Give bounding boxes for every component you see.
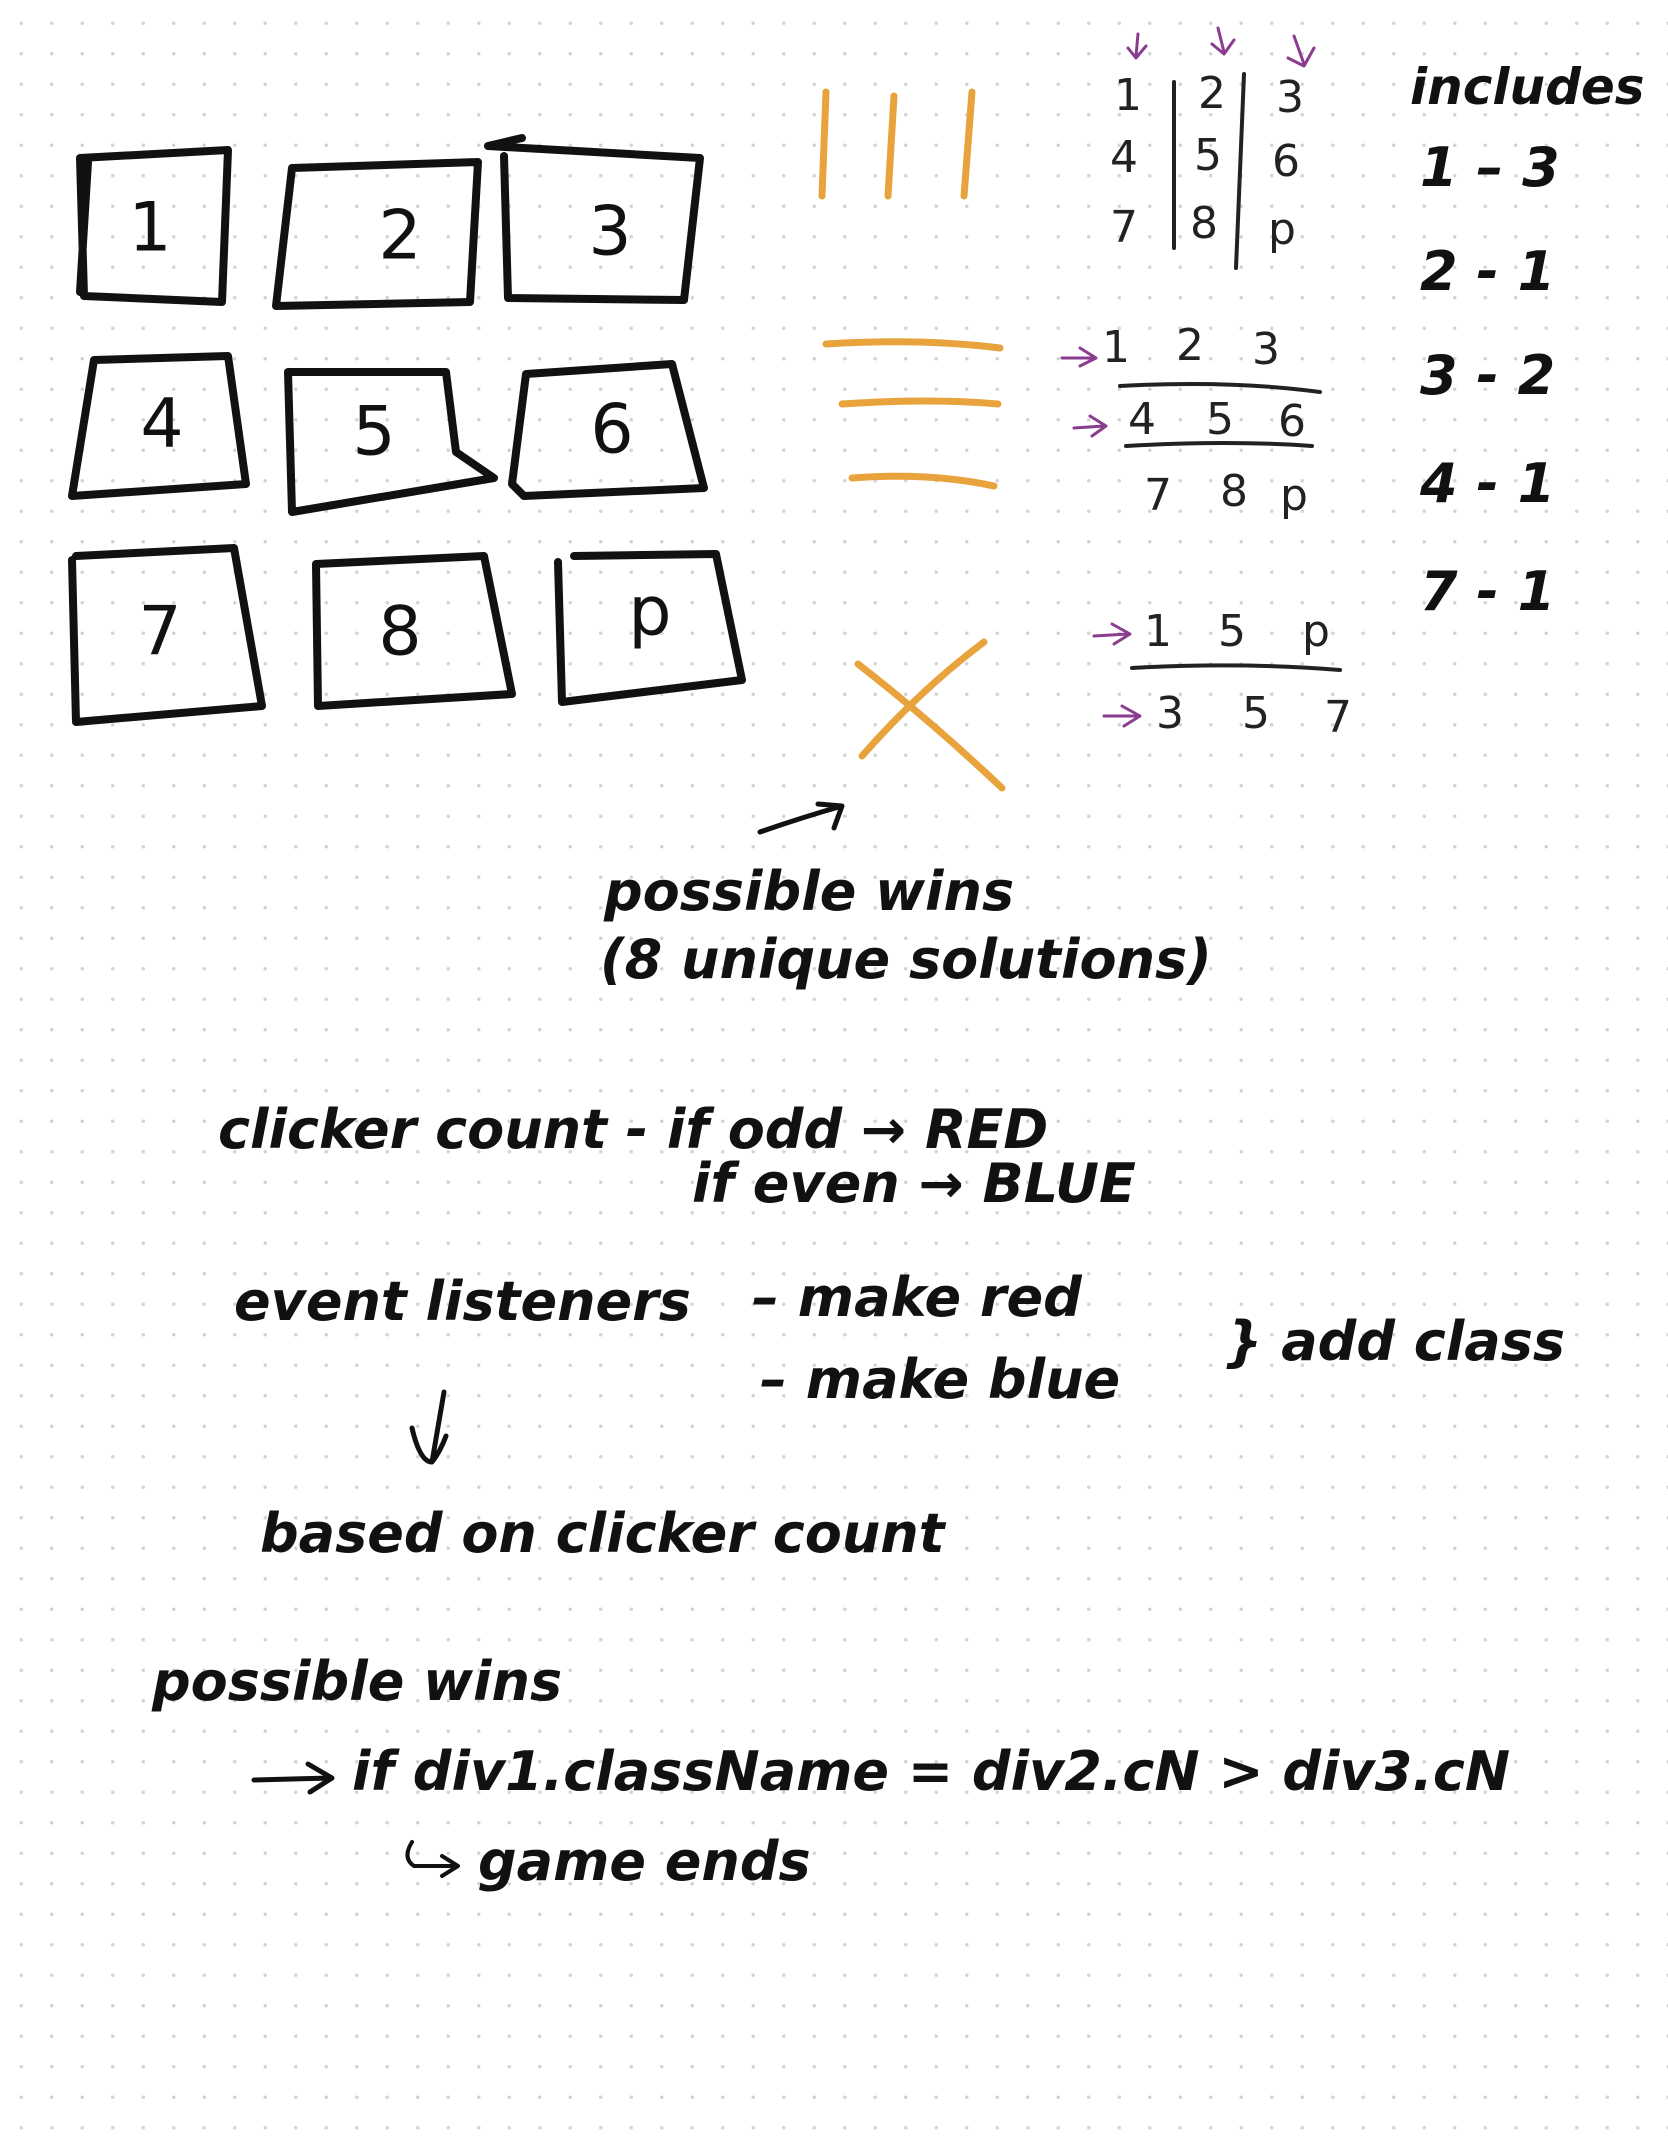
rows-example: 1 2 3 4 5 6 7 8 p xyxy=(1060,320,1322,521)
down-arrow-icon xyxy=(409,1389,449,1465)
right-arrow-icon xyxy=(1060,346,1098,368)
board-cell-label: 6 xyxy=(590,391,633,470)
diagonals-example: 1 5 p 3 5 7 xyxy=(1092,606,1352,743)
grid-number: 3 xyxy=(1252,324,1280,375)
board-cell-8[interactable] xyxy=(312,552,516,710)
board-cell-label: 4 xyxy=(140,385,183,464)
grid-number: 8 xyxy=(1190,198,1218,249)
grid-number: 7 xyxy=(1110,202,1138,253)
make-blue-label: – make blue xyxy=(760,1348,1120,1411)
board-cell-5[interactable] xyxy=(284,368,498,516)
includes-list: includes 1 – 3 2 - 1 3 - 2 4 - 1 7 - 1 xyxy=(1410,58,1645,623)
includes-item: 7 - 1 xyxy=(1420,560,1555,623)
board-cell-label: 3 xyxy=(588,193,631,272)
grid-number: 7 xyxy=(1324,692,1352,743)
horizontal-wins-symbol xyxy=(822,338,1004,490)
grid-number: 3 xyxy=(1156,688,1184,739)
orange-stroke xyxy=(858,638,988,760)
orange-stroke xyxy=(848,472,998,490)
grid-number: 5 xyxy=(1242,688,1270,739)
grid-number: 2 xyxy=(1176,320,1204,371)
click-count-even: if even → BLUE xyxy=(692,1152,1136,1215)
row-divider xyxy=(1130,663,1342,672)
grid-number: 5 xyxy=(1206,394,1234,445)
orange-stroke xyxy=(854,660,1006,792)
columns-example: 1 2 3 4 5 6 7 8 p xyxy=(1110,26,1316,270)
add-class-label: } add class xyxy=(1224,1310,1565,1373)
down-arrow-icon xyxy=(1286,34,1316,68)
win-logic-condition: if div1.className = div2.cN > div3.cN xyxy=(352,1740,1510,1803)
grid-number: p xyxy=(1268,204,1296,255)
right-arrow-icon xyxy=(1092,622,1132,646)
orange-stroke xyxy=(818,88,830,200)
orange-stroke xyxy=(822,338,1004,352)
grid-number: 8 xyxy=(1220,466,1248,517)
board-cell-4[interactable] xyxy=(68,352,250,500)
row-divider xyxy=(1124,441,1314,448)
win-logic-notes: possible wins if div1.className = div2.c… xyxy=(151,1650,1510,1893)
board-cell-7[interactable] xyxy=(68,544,266,726)
win-logic-title: possible wins xyxy=(151,1650,562,1713)
click-count-notes: clicker count - if odd → RED if even → B… xyxy=(218,1098,1136,1215)
tic-tac-toe-board: 1 2 3 4 5 6 7 8 p xyxy=(68,134,746,726)
event-listener-notes: event listeners – make red – make blue }… xyxy=(234,1266,1565,1565)
vertical-wins-symbol xyxy=(818,88,976,200)
click-count-odd: clicker count - if odd → RED xyxy=(218,1098,1048,1161)
row-divider xyxy=(1118,382,1322,394)
column-divider xyxy=(1234,72,1246,270)
includes-title: includes xyxy=(1410,58,1645,116)
grid-number: 2 xyxy=(1198,68,1226,119)
orange-stroke xyxy=(884,92,898,200)
grid-number: p xyxy=(1302,606,1330,657)
down-arrow-icon xyxy=(1210,26,1236,56)
right-arrow-icon xyxy=(1102,704,1142,728)
grid-number: 1 xyxy=(1114,70,1142,121)
caption-line: possible wins xyxy=(603,860,1014,923)
grid-number: 7 xyxy=(1144,470,1172,521)
caption-line: (8 unique solutions) xyxy=(600,928,1212,991)
board-cell-label: 2 xyxy=(378,197,421,276)
based-on-label: based on clicker count xyxy=(260,1502,947,1565)
orange-stroke xyxy=(960,88,976,200)
event-listeners-label: event listeners xyxy=(234,1270,691,1333)
up-right-arrow-icon xyxy=(757,801,845,835)
board-cell-label: 8 xyxy=(378,593,421,672)
includes-item: 2 - 1 xyxy=(1420,240,1555,303)
board-cell-label: 1 xyxy=(128,189,171,268)
game-ends-label: game ends xyxy=(478,1830,811,1893)
includes-item: 1 – 3 xyxy=(1420,136,1560,199)
right-arrow-icon xyxy=(251,1761,335,1795)
includes-item: 4 - 1 xyxy=(1419,452,1555,515)
grid-number: 4 xyxy=(1110,132,1138,183)
grid-number: 4 xyxy=(1128,394,1156,445)
diagonal-wins-symbol xyxy=(854,638,1006,792)
return-arrow-icon xyxy=(405,1840,460,1878)
grid-number: 3 xyxy=(1276,72,1304,123)
board-cell-label: 5 xyxy=(352,393,395,472)
possible-wins-caption: possible wins (8 unique solutions) xyxy=(600,801,1212,991)
right-arrow-icon xyxy=(1072,414,1108,438)
grid-number: 1 xyxy=(1102,322,1130,373)
grid-number: 6 xyxy=(1278,396,1306,447)
orange-stroke xyxy=(838,397,1002,408)
grid-number: 5 xyxy=(1194,130,1222,181)
down-arrow-icon xyxy=(1126,32,1148,60)
board-cell-9[interactable] xyxy=(554,550,746,706)
grid-number: 1 xyxy=(1144,606,1172,657)
board-cell-3[interactable] xyxy=(484,134,704,304)
includes-item: 3 - 2 xyxy=(1420,344,1555,407)
board-cell-label: 7 xyxy=(138,593,181,672)
grid-number: 5 xyxy=(1218,606,1246,657)
grid-number: 6 xyxy=(1272,136,1300,187)
board-cell-label: p xyxy=(628,573,671,652)
board-cell-1[interactable] xyxy=(76,146,232,306)
board-cell-6[interactable] xyxy=(508,360,708,500)
board-cell-2[interactable] xyxy=(272,158,482,310)
make-red-label: – make red xyxy=(752,1266,1083,1329)
grid-number: p xyxy=(1280,470,1308,521)
